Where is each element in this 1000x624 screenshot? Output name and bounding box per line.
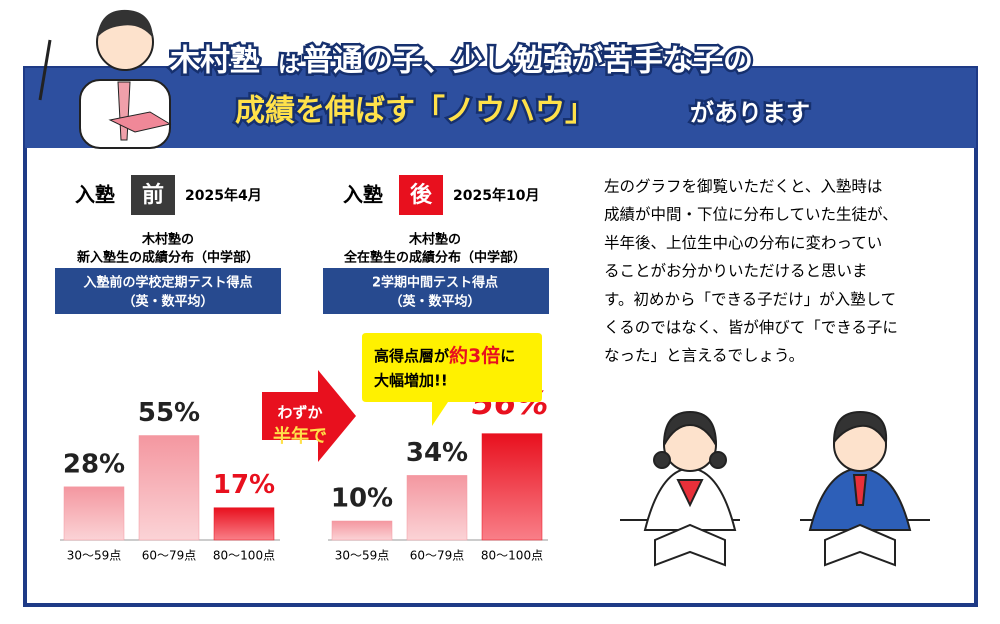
value-label: 55% <box>138 398 200 428</box>
title-school: 木村塾 <box>169 44 260 79</box>
paragraph-line: くるのではなく、皆が伸びて「できる子に <box>604 319 898 337</box>
x-tick-label: 30～59点 <box>67 549 122 563</box>
chart-subtitle: 全在塾生の成績分布（中学部） <box>343 250 526 266</box>
paragraph-line: なった」と言えるでしょう。 <box>604 347 804 365</box>
x-tick-label: 30～59点 <box>335 549 390 563</box>
students-illustration <box>620 410 930 567</box>
bar <box>63 486 125 541</box>
title-particle: は <box>278 53 300 78</box>
chart-heading: 入塾 <box>343 183 383 207</box>
callout-b: 約3倍 <box>449 344 500 367</box>
title-c: があります <box>690 99 810 127</box>
banner <box>25 68 976 148</box>
title-b: 「ノウハウ」 <box>415 94 595 129</box>
arrow-text: 半年で <box>273 425 327 447</box>
x-tick-label: 80～100点 <box>481 549 543 563</box>
box-text: 入塾前の学校定期テスト得点 <box>83 275 252 291</box>
paragraph-line: 成績が中間・下位に分布していた生徒が、 <box>604 206 898 224</box>
callout-a: 高得点層が <box>374 347 450 365</box>
chart-subtitle: 木村塾の <box>408 232 461 248</box>
arrow-text: わずか <box>277 404 322 422</box>
value-label: 10% <box>331 484 393 514</box>
paragraph-line: 左のグラフを御覧いただくと、入塾時は <box>604 178 882 196</box>
bar <box>138 435 200 541</box>
chart-date: 2025年4月 <box>185 187 262 204</box>
x-tick-label: 80～100点 <box>213 549 275 563</box>
teacher-illustration <box>38 9 172 149</box>
subtitle-box <box>55 268 281 314</box>
chart-date: 2025年10月 <box>453 187 539 204</box>
box-text: 2学期中間テスト得点 <box>372 275 498 291</box>
title-rest: 普通の子、少し勉強が苦手な子の <box>303 44 753 79</box>
chart-subtitle: 木村塾の <box>141 232 194 248</box>
bar <box>213 507 275 541</box>
subtitle-box <box>323 268 549 314</box>
callout-c: に <box>500 347 515 365</box>
badge-text: 前 <box>142 182 164 208</box>
callout-text: 大幅増加!! <box>374 372 448 390</box>
chart-heading: 入塾 <box>75 183 115 207</box>
callout-text: 高得点層が約3倍に <box>374 344 515 367</box>
bar <box>331 520 393 541</box>
badge <box>399 175 443 215</box>
value-label: 34% <box>406 438 468 468</box>
arrow <box>262 370 356 462</box>
chart-subtitle: 新入塾生の成績分布（中学部） <box>77 250 259 266</box>
badge-text: 後 <box>410 182 433 208</box>
title: 木村塾 は 普通の子、少し勉強が苦手な子の 成績を伸ばす 「ノウハウ」 がありま… <box>167 41 813 131</box>
value-label: 28% <box>63 449 125 479</box>
title-a: 成績を伸ばす <box>235 94 415 129</box>
paragraph-line: す。初めから「できる子だけ」が入塾して <box>604 290 896 308</box>
callout <box>362 333 542 426</box>
box-text: （英・数平均） <box>389 294 480 310</box>
bar <box>481 433 543 541</box>
badge <box>131 175 175 215</box>
bar <box>406 475 468 541</box>
value-label: 17% <box>213 470 275 500</box>
paragraph: 左のグラフを御覧いただくと、入塾時は成績が中間・下位に分布していた生徒が、半年後… <box>604 178 898 365</box>
x-tick-label: 60～79点 <box>142 549 197 563</box>
box-text: （英・数平均） <box>122 294 213 310</box>
x-tick-label: 60～79点 <box>410 549 465 563</box>
paragraph-line: ることがお分かりいただけると思いま <box>604 262 868 280</box>
paragraph-line: 半年後、上位生中心の分布に変わってい <box>604 234 882 252</box>
